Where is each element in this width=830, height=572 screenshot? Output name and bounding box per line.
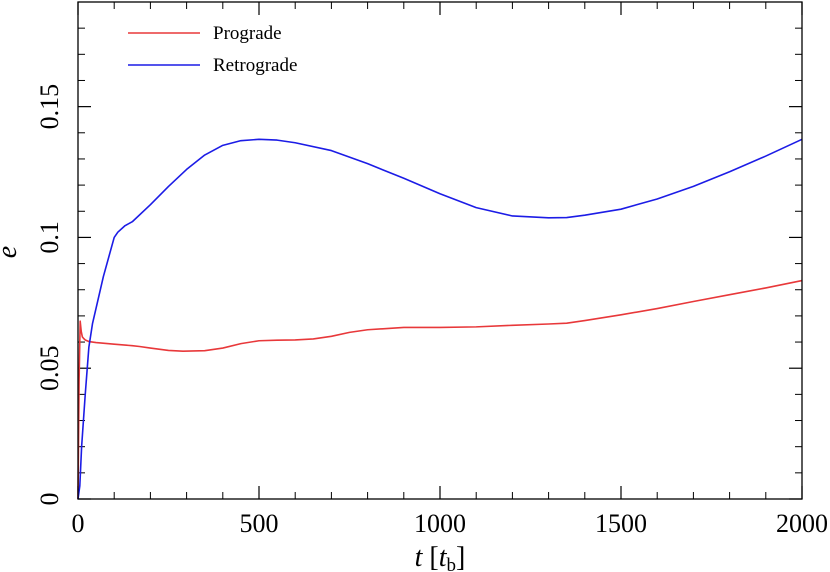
x-tick-label: 500: [240, 509, 279, 538]
series-line-retrograde: [77, 138, 803, 500]
y-tick-label: 0.05: [35, 345, 64, 391]
legend-label-prograde: Prograde: [213, 23, 282, 44]
x-tick-labels: 0 500 1000 1500 2000: [72, 509, 829, 538]
series-line-prograde: [77, 279, 803, 500]
y-tick-label: 0.15: [35, 84, 64, 130]
x-axis-label: t [tb]: [415, 542, 466, 572]
y-tick-label: 0: [35, 493, 64, 506]
x-tick-label: 2000: [776, 509, 828, 538]
legend: Prograde Retrograde: [128, 23, 297, 76]
plot-frame: [77, 1, 803, 500]
legend-label-retrograde: Retrograde: [213, 55, 297, 76]
series-lines: [77, 138, 803, 500]
y-axis-label: e: [0, 246, 23, 258]
x-tick-label: 0: [72, 509, 85, 538]
x-tick-label: 1500: [595, 509, 647, 538]
y-tick-label: 0.1: [35, 221, 64, 254]
x-tick-label: 1000: [414, 509, 466, 538]
axis-ticks: [77, 1, 803, 500]
y-tick-labels: 0 0.05 0.1 0.15: [35, 84, 64, 506]
